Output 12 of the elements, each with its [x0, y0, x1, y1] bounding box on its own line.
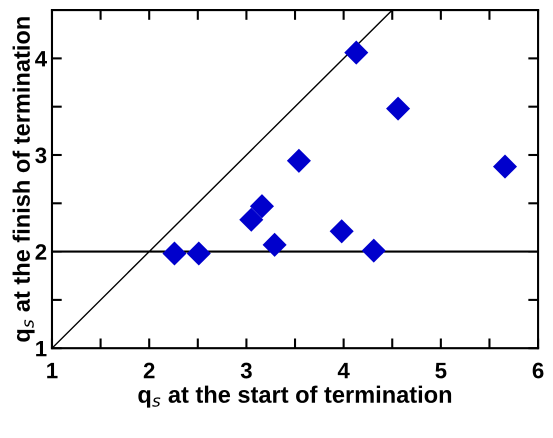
x-tick-label: 5	[435, 362, 446, 378]
x-tick-label: 2	[144, 362, 154, 378]
x-tick-label: 1	[47, 362, 58, 378]
x-tick-label: 6	[532, 362, 544, 378]
x-axis-title: q$_{s}$ at the start of termination	[138, 386, 452, 408]
x-tick-label: 3	[240, 362, 252, 378]
y-tick-label: 2	[36, 244, 46, 260]
y-tick-label: 1	[36, 340, 47, 356]
y-tick-label: 3	[35, 148, 46, 164]
y-tick-label: 4	[35, 51, 48, 66]
y-axis-title: q$_{s}$ at the finish of termination	[12, 17, 35, 342]
x-tick-label: 4	[338, 362, 350, 378]
